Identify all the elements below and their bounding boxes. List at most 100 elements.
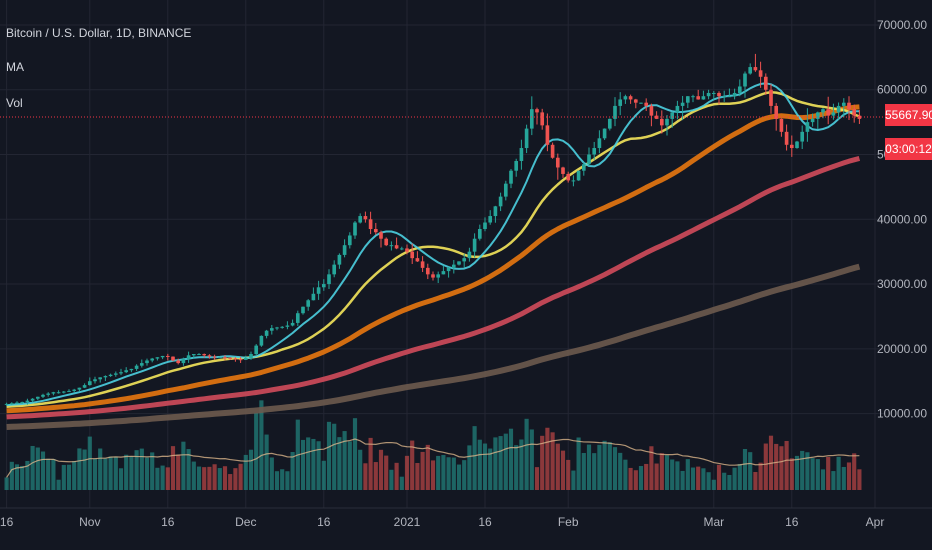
volume-bar	[399, 476, 404, 490]
candle-body	[831, 112, 836, 116]
candle-body	[30, 398, 35, 401]
price-axis-background	[885, 0, 932, 550]
candle-body	[87, 381, 92, 386]
volume-bar	[342, 431, 347, 490]
candle-body	[576, 170, 581, 181]
candle-body	[717, 92, 721, 97]
time-axis[interactable]: 16Nov16Dec16202116FebMar16Apr16May	[0, 507, 932, 550]
volume-bar	[134, 450, 139, 490]
candle-body	[795, 141, 799, 149]
volume-bar	[628, 467, 633, 490]
candle-body	[77, 387, 82, 390]
candle-body	[821, 109, 825, 113]
candle-body	[165, 355, 170, 357]
candle-body	[51, 392, 56, 394]
volume-bar	[40, 451, 46, 490]
candle-body	[186, 355, 191, 360]
volume-bar	[228, 474, 233, 490]
candle-body	[566, 173, 571, 181]
candle-body	[784, 131, 789, 145]
candle-body	[358, 216, 363, 223]
volume-bar	[581, 452, 586, 490]
candle-body	[472, 238, 477, 252]
time-tick-label: Feb	[558, 515, 579, 529]
candle-body	[129, 368, 134, 371]
volume-bar	[92, 458, 98, 490]
volume-bar	[118, 468, 124, 490]
candle-body	[212, 356, 217, 358]
candle-body	[191, 354, 196, 356]
ma-100-line	[6, 155, 861, 420]
candle-body	[441, 271, 446, 275]
candle-body	[181, 359, 186, 364]
price-axis[interactable]: 10000.0020000.0030000.0040000.0050000.00…	[877, 0, 932, 550]
volume-bar	[160, 465, 165, 490]
candle-body	[72, 389, 77, 391]
candle-body	[46, 393, 51, 395]
candle-body	[150, 358, 155, 361]
candle-body	[113, 373, 118, 375]
volume-bar	[451, 457, 456, 490]
volume-bar	[540, 435, 545, 490]
volume-bar	[363, 463, 368, 490]
volume-bar	[493, 437, 498, 490]
price-tick-label: 60000.00	[877, 83, 927, 97]
candle-body	[254, 345, 259, 355]
candle-body	[592, 148, 597, 155]
candle-body	[384, 238, 389, 246]
candle-body	[295, 313, 300, 323]
candle-body	[394, 245, 399, 249]
candle-body	[103, 376, 108, 378]
candle-body	[425, 267, 430, 275]
volume-bar	[602, 440, 607, 490]
volume-bar	[46, 458, 51, 490]
candle-body	[301, 306, 305, 314]
volume-bar	[82, 449, 87, 490]
candle-body	[503, 183, 508, 197]
candle-body	[316, 287, 321, 294]
volume-bar	[436, 455, 441, 490]
volume-bar	[358, 449, 363, 490]
candle-body	[124, 370, 129, 373]
candle-body	[701, 96, 706, 100]
volume-bar	[727, 475, 732, 490]
volume-bar	[233, 468, 238, 490]
volume-bar	[737, 463, 742, 490]
ma-indicator-label[interactable]: MA	[6, 60, 24, 74]
candle-body	[654, 115, 659, 119]
candle-body	[488, 216, 493, 223]
volume-bar	[25, 460, 30, 490]
volume-indicator-label[interactable]: Vol	[6, 96, 23, 110]
candle-body	[446, 267, 451, 272]
candle-body	[644, 102, 649, 106]
volume-bar	[20, 465, 25, 490]
price-tick-label: 20000.00	[877, 342, 927, 356]
volume-bar	[150, 452, 155, 490]
price-tick-label: 70000.00	[877, 18, 927, 32]
candle-body	[805, 122, 810, 132]
candle-body	[249, 354, 253, 358]
volume-bar	[618, 452, 623, 490]
volume-bar	[836, 456, 841, 490]
volume-bar	[722, 472, 727, 490]
candle-body	[217, 357, 222, 359]
volume-bar	[701, 468, 706, 490]
candle-body	[758, 70, 763, 77]
volume-bar	[87, 436, 92, 490]
volume-bar	[347, 441, 352, 490]
volume-bar	[144, 457, 150, 490]
volume-bar	[664, 455, 670, 490]
volume-bar	[248, 449, 254, 490]
candle-body	[119, 372, 123, 374]
volume-bar	[685, 459, 690, 490]
volume-bar	[66, 464, 72, 490]
candle-body	[618, 99, 623, 106]
candle-body	[727, 96, 732, 98]
candle-body	[160, 355, 165, 358]
candle-body	[145, 360, 149, 364]
volume-bar	[800, 450, 805, 490]
candle-body	[243, 357, 248, 360]
candle-body	[373, 229, 378, 233]
time-tick-label: 16	[785, 515, 799, 529]
